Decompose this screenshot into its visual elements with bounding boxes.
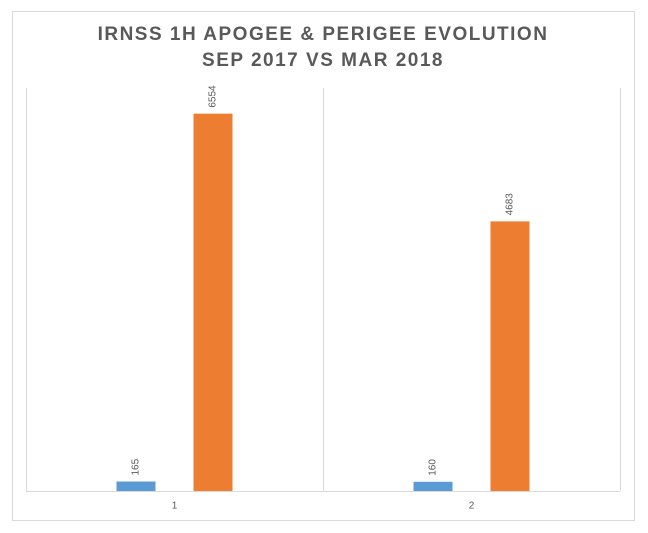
bar: [413, 481, 453, 491]
chart-title: IRNSS 1H APOGEE & PERIGEE EVOLUTION: [98, 24, 549, 45]
chart-subtitle: SEP 2017 VS MAR 2018: [202, 50, 444, 71]
bar: [490, 221, 530, 491]
data-label: 165: [131, 458, 142, 475]
bar: [193, 113, 233, 492]
x-tick-label: 1: [172, 501, 178, 512]
data-label: 6554: [208, 85, 219, 108]
bar: [116, 481, 156, 491]
data-label: 4683: [505, 193, 516, 216]
x-tick-label: 2: [469, 501, 475, 512]
data-label: 160: [428, 459, 439, 476]
